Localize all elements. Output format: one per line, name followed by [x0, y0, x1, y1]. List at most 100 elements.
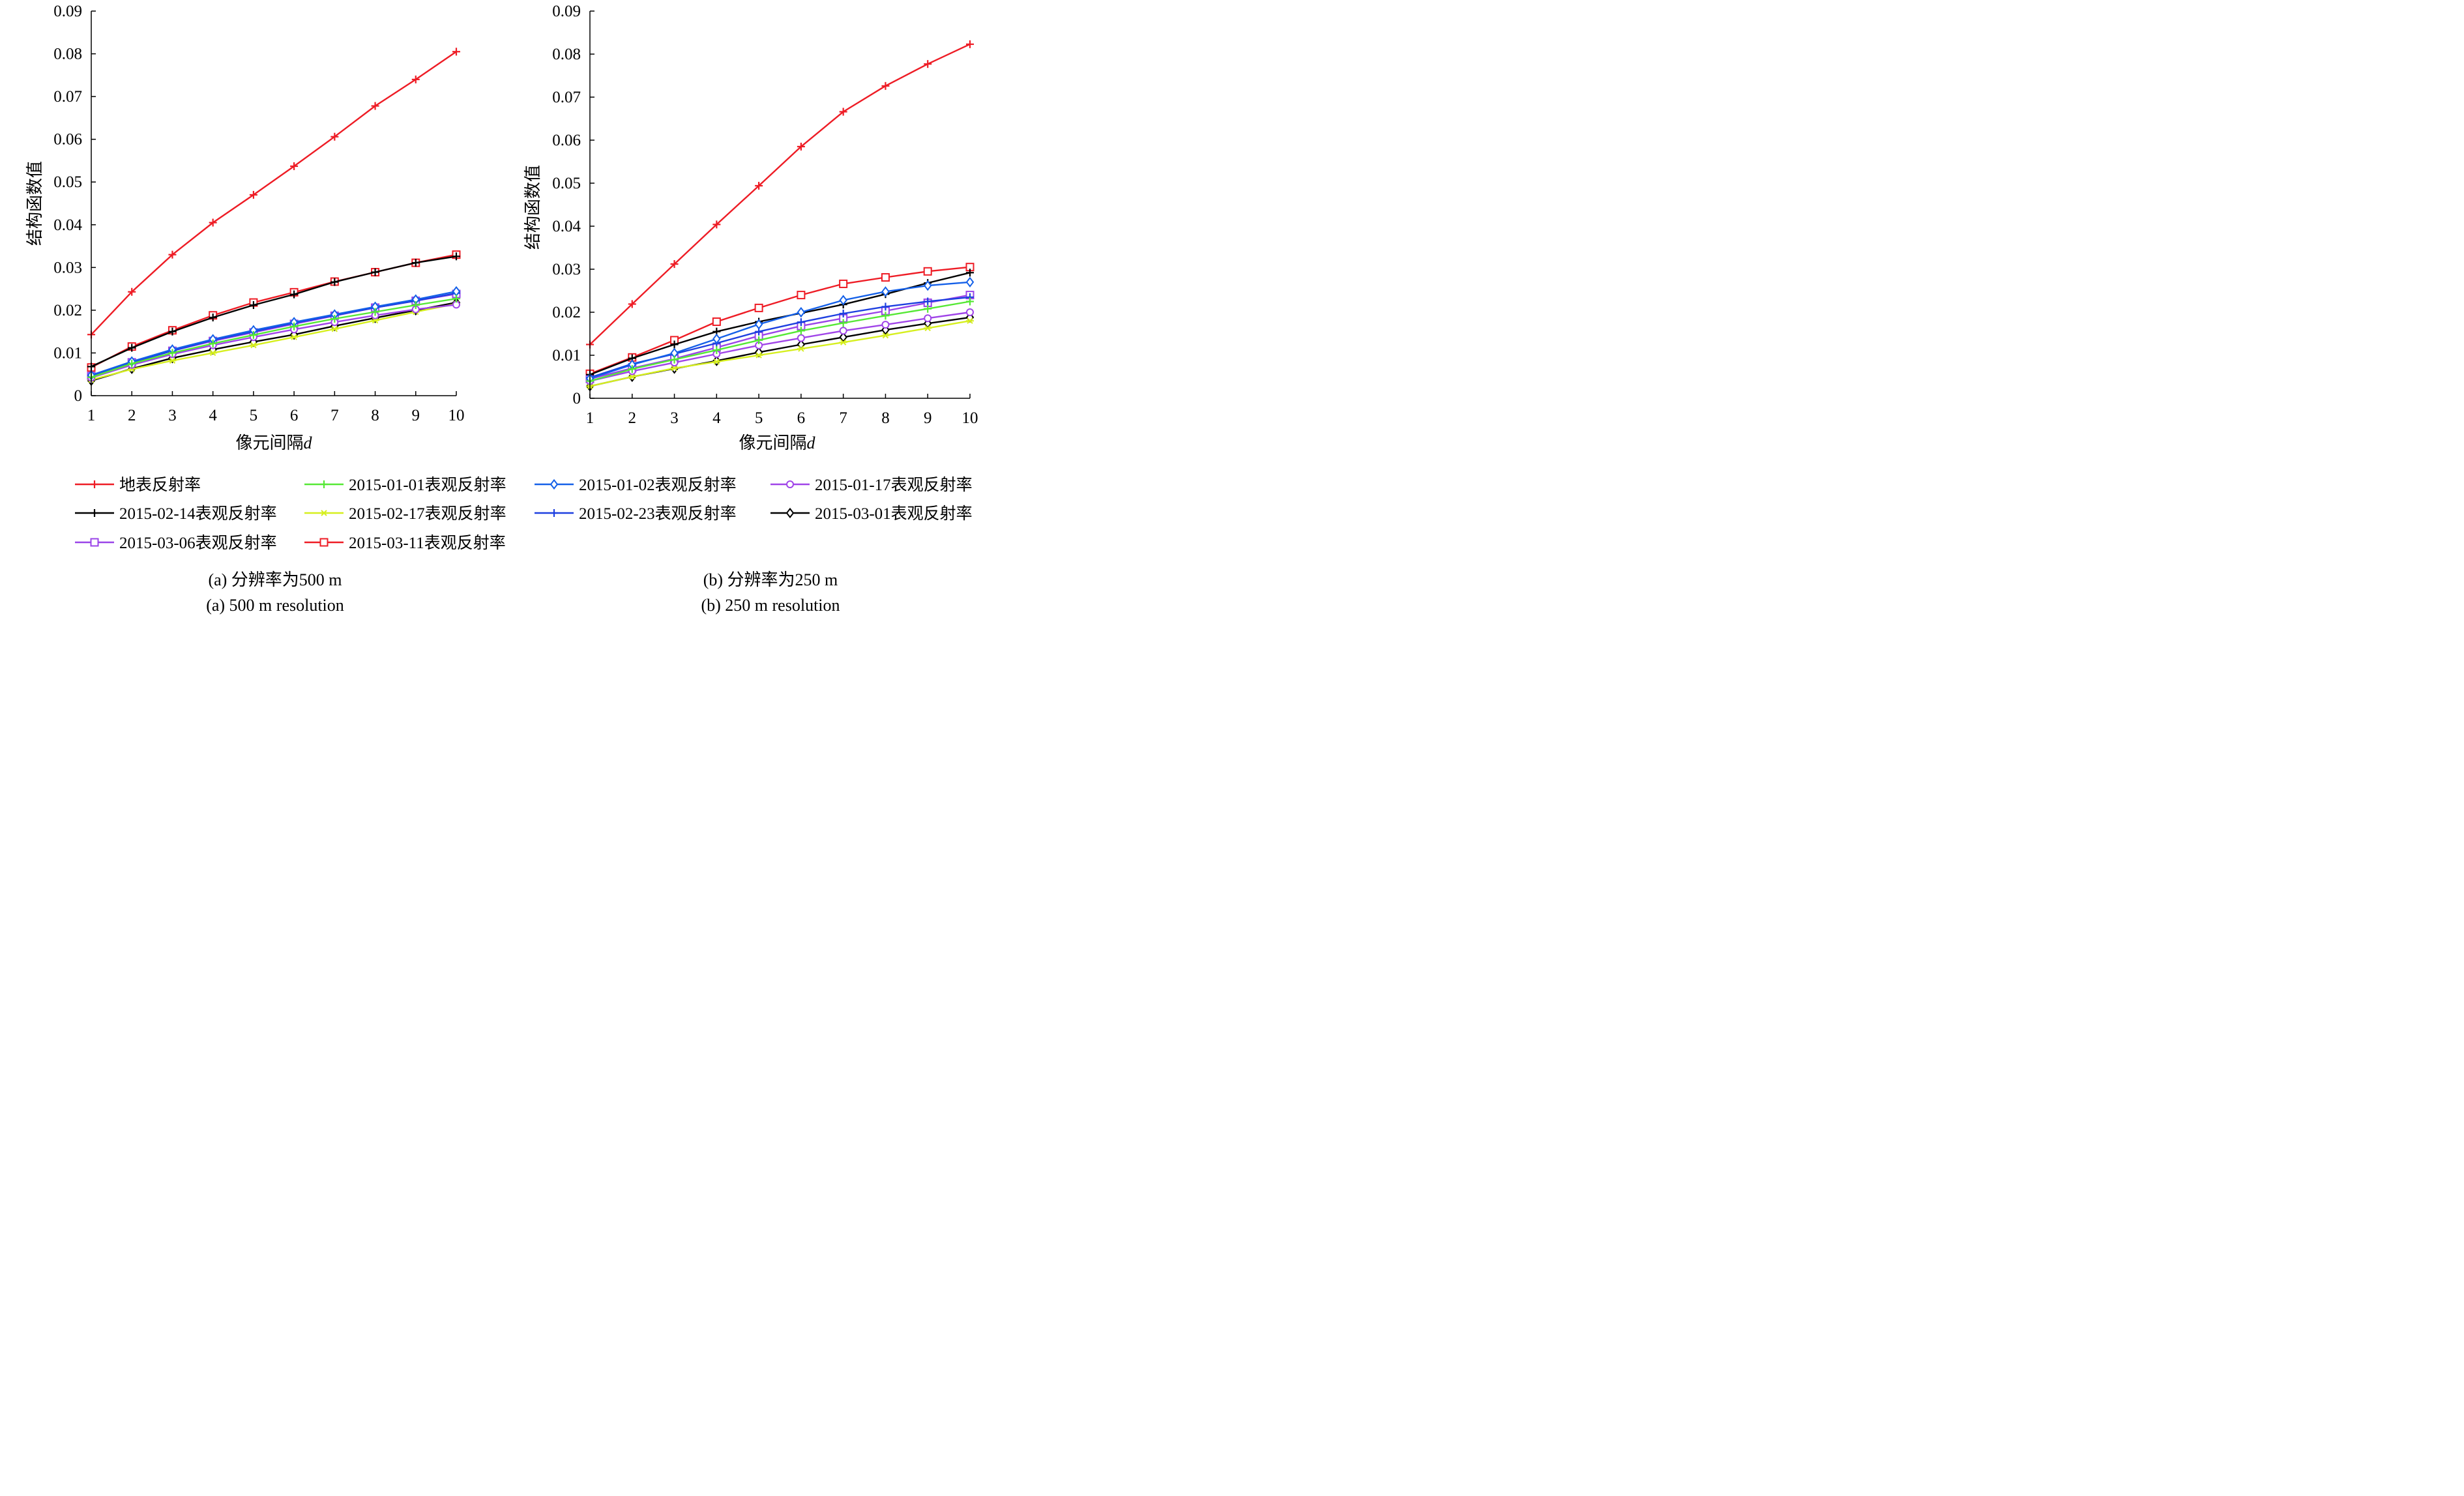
caption-b-chinese: (b) 分辨率为250 m — [703, 570, 838, 589]
y-tick-label: 0.09 — [552, 3, 581, 20]
legend-item: 2015-01-02表观反射率 — [535, 476, 737, 494]
data-point — [966, 269, 974, 277]
series-s5 — [586, 317, 974, 390]
chart-panel-a: 0 0.01 0.02 0.03 0.04 0.05 0.06 0.07 0.08 0.09 1 2 3… — [25, 3, 465, 615]
y-tick-label: 0 — [573, 390, 581, 407]
legend-label: 2015-01-02表观反射率 — [579, 476, 737, 494]
series-line — [91, 51, 457, 336]
x-tick-label: 8 — [371, 407, 379, 424]
y-axis-title: 结构函数值 — [523, 165, 542, 250]
data-point — [924, 304, 932, 313]
data-point — [249, 342, 257, 349]
data-point — [839, 279, 848, 288]
legend-marker — [786, 480, 794, 488]
data-point — [966, 317, 974, 324]
data-point — [923, 280, 932, 291]
data-point — [924, 60, 932, 68]
legend-marker — [785, 507, 795, 519]
data-point — [249, 330, 257, 339]
x-tick-label: 6 — [290, 407, 299, 424]
legend: 地表反射率 2015-01-01表观反射率 2015-01-02表观反射率 2015-… — [75, 476, 973, 552]
x-tick-label: 5 — [755, 409, 763, 427]
series-line — [589, 43, 971, 345]
data-point — [168, 327, 177, 336]
series-group-a — [87, 48, 461, 387]
data-point — [797, 334, 805, 342]
data-point — [128, 287, 136, 296]
series-line — [91, 293, 457, 377]
x-tick-label: 9 — [412, 407, 420, 424]
data-point — [628, 374, 636, 380]
data-point — [371, 308, 379, 316]
data-point — [924, 325, 932, 332]
data-point — [839, 339, 847, 345]
legend-label: 2015-03-06表观反射率 — [119, 534, 277, 552]
data-point — [797, 327, 805, 335]
legend-label: 2015-02-14表观反射率 — [119, 505, 277, 523]
data-point — [249, 190, 257, 199]
data-point — [881, 286, 890, 297]
y-tick-label: 0.05 — [53, 173, 82, 191]
data-point — [712, 333, 721, 345]
data-point — [881, 273, 890, 282]
x-tick-label: 9 — [924, 409, 932, 427]
y-tick-label: 0.07 — [552, 89, 581, 106]
data-point — [670, 260, 679, 269]
data-point — [628, 365, 636, 374]
x-axis-title-text: 像元间隔 — [739, 433, 806, 452]
data-point — [168, 357, 177, 364]
data-point — [881, 302, 890, 311]
x-tick-label: 2 — [128, 407, 136, 424]
data-point — [209, 218, 217, 227]
legend-marker — [91, 480, 98, 488]
y-tick-label: 0.07 — [53, 88, 82, 106]
series-s4 — [87, 252, 460, 371]
legend-label: 2015-02-17表观反射率 — [349, 505, 506, 523]
data-point — [670, 365, 679, 372]
series-line — [589, 320, 971, 387]
data-point — [452, 252, 460, 261]
y-tick-label: 0.04 — [53, 216, 82, 234]
data-point — [411, 75, 420, 83]
legend-marker — [91, 509, 98, 517]
y-tick-label: 0 — [74, 387, 83, 405]
data-point — [923, 267, 932, 276]
x-tick-label: 8 — [881, 409, 890, 427]
data-point — [330, 326, 339, 332]
y-tick-label: 0.04 — [552, 218, 581, 235]
series-line — [91, 298, 457, 378]
y-tick-label: 0.06 — [53, 131, 82, 149]
data-point — [128, 344, 136, 352]
series-line — [589, 266, 971, 375]
data-point — [209, 349, 217, 357]
data-point — [839, 309, 847, 317]
data-point — [924, 297, 932, 306]
data-point — [881, 81, 890, 90]
data-point — [839, 332, 847, 343]
y-axis-title: 结构函数值 — [25, 161, 44, 246]
legend-item: 2015-02-17表观反射率 — [304, 505, 506, 523]
series-line — [91, 302, 457, 381]
data-point — [712, 317, 721, 327]
series-line — [589, 294, 971, 380]
data-point — [128, 359, 136, 368]
data-point — [966, 40, 974, 48]
data-point — [168, 250, 177, 259]
y-tick-label: 0.02 — [53, 302, 82, 319]
x-axis-title-text: 像元间隔 — [235, 433, 303, 452]
series-s0 — [586, 40, 974, 349]
data-point — [754, 303, 763, 312]
caption-b-english: (b) 250 m resolution — [701, 596, 840, 615]
x-tick-label: 6 — [797, 409, 806, 427]
series-line — [91, 290, 457, 376]
series-line — [91, 301, 457, 382]
data-point — [755, 336, 763, 344]
x-tick-label: 3 — [168, 407, 177, 424]
data-point — [797, 318, 805, 327]
legend-marker — [319, 538, 329, 547]
legend-label: 2015-03-11表观反射率 — [349, 534, 506, 552]
data-point — [290, 334, 299, 340]
x-tick-label: 3 — [670, 409, 679, 427]
x-axis-title-var: d — [807, 433, 816, 452]
x-axis-title: 像元间隔d — [235, 433, 312, 452]
